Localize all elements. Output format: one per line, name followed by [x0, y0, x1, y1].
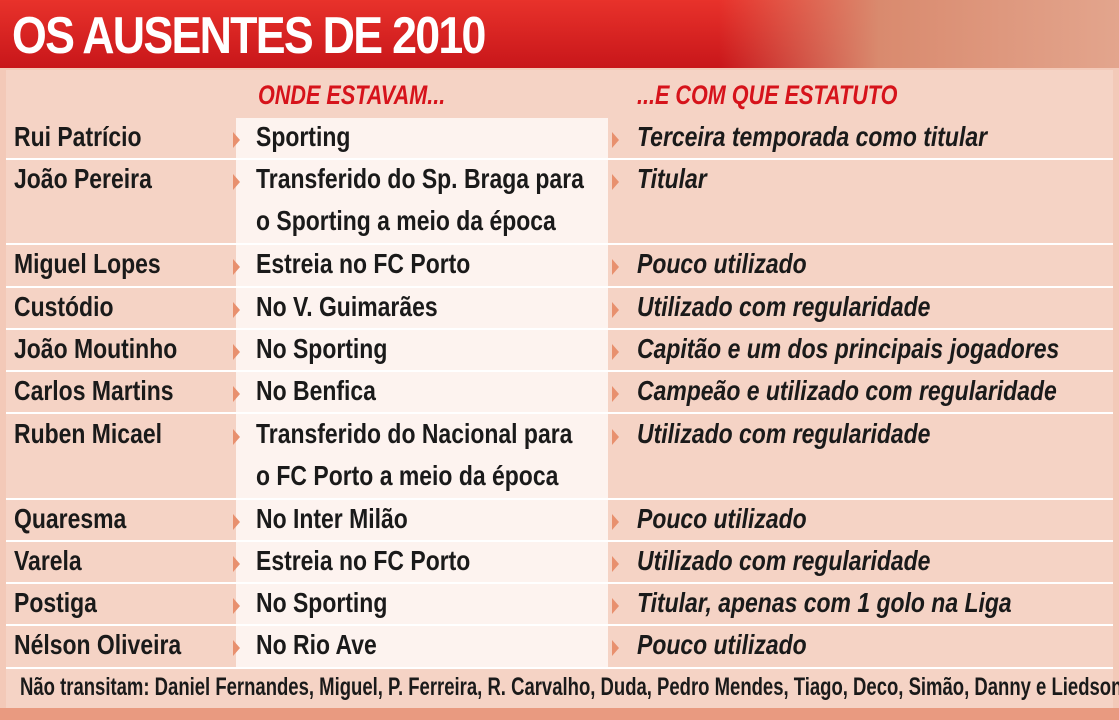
- table-row: Postiga No Sporting Titular, apenas com 1 …: [6, 584, 1113, 627]
- player-name: Nélson Oliveira: [14, 629, 182, 661]
- club: Estreia no FC Porto: [256, 248, 471, 280]
- club: No Benfica: [256, 375, 376, 407]
- player-name: João Pereira: [14, 163, 152, 195]
- arrow-icon: [612, 513, 619, 530]
- arrow-icon: [233, 343, 240, 360]
- status: Utilizado com regularidade: [637, 544, 931, 576]
- status: Capitão e um dos principais jogadores: [637, 332, 1060, 364]
- table-row: Miguel Lopes Estreia no FC Porto Pouco uti…: [6, 245, 1113, 288]
- table-row: Ruben Micael Transferido do Nacional para…: [6, 415, 1113, 500]
- player-name: Custódio: [14, 290, 114, 322]
- club: No Sporting: [256, 332, 388, 364]
- arrow-icon: [612, 386, 619, 403]
- status: Pouco utilizado: [637, 629, 807, 661]
- club: Transferido do Sp. Braga para: [256, 163, 584, 195]
- club: Estreia no FC Porto: [256, 544, 471, 576]
- table-row: Rui Patrício Sporting Terceira temporada c…: [6, 118, 1113, 161]
- arrow-icon: [233, 513, 240, 530]
- arrow-icon: [233, 301, 240, 318]
- status: Pouco utilizado: [637, 502, 807, 534]
- table-row: Quaresma No Inter Milão Pouco utilizado: [6, 500, 1113, 542]
- player-name: Carlos Martins: [14, 375, 174, 407]
- club: Sporting: [256, 121, 351, 152]
- player-name: Varela: [14, 544, 82, 576]
- arrow-icon: [612, 259, 619, 276]
- status: Titular, apenas com 1 golo na Liga: [637, 587, 1012, 619]
- arrow-icon: [233, 598, 240, 615]
- arrow-icon: [233, 386, 240, 403]
- column-header-club: ONDE ESTAVAM...: [258, 80, 446, 110]
- arrow-icon: [233, 132, 240, 148]
- arrow-icon: [612, 598, 619, 615]
- club-column-background: [236, 118, 608, 667]
- player-name: Postiga: [14, 587, 97, 619]
- arrow-icon: [233, 174, 240, 191]
- title-banner: OS AUSENTES DE 2010: [0, 0, 1119, 68]
- club: Transferido do Nacional para: [256, 417, 573, 449]
- table-row: Nélson Oliveira No Rio Ave Pouco utilizado: [6, 626, 1113, 669]
- player-name: Miguel Lopes: [14, 248, 161, 280]
- status: Pouco utilizado: [637, 248, 807, 280]
- column-header-status: ...E COM QUE ESTATUTO: [637, 80, 898, 110]
- table-row: João Pereira Transferido do Sp. Braga par…: [6, 160, 1113, 246]
- player-name: João Moutinho: [14, 332, 178, 364]
- club: No Rio Ave: [256, 629, 377, 661]
- footer-note: Não transitam: Daniel Fernandes, Miguel,…: [20, 673, 1119, 701]
- table-row: Custódio No V. Guimarães Utilizado com reg…: [6, 288, 1113, 330]
- arrow-icon: [612, 132, 619, 148]
- arrow-icon: [612, 428, 619, 445]
- club: No Inter Milão: [256, 502, 408, 534]
- arrow-icon: [233, 555, 240, 572]
- arrow-icon: [612, 555, 619, 572]
- player-name: Quaresma: [14, 502, 127, 534]
- status: Utilizado com regularidade: [637, 417, 931, 449]
- arrow-icon: [612, 301, 619, 318]
- club: No Sporting: [256, 587, 388, 619]
- bottom-border: [0, 708, 1119, 720]
- table-row: Varela Estreia no FC Porto Utilizado com r…: [6, 542, 1113, 585]
- club-line-2: o FC Porto a meio da época: [256, 459, 559, 491]
- club: No V. Guimarães: [256, 290, 438, 322]
- table-row: João Moutinho No Sporting Capitão e um dos…: [6, 330, 1113, 373]
- page-title: OS AUSENTES DE 2010: [12, 7, 486, 65]
- player-name: Ruben Micael: [14, 417, 162, 449]
- club-line-2: o Sporting a meio da época: [256, 205, 556, 237]
- status: Terceira temporada como titular: [637, 121, 988, 152]
- arrow-icon: [612, 640, 619, 657]
- arrow-icon: [612, 343, 619, 360]
- player-name: Rui Patrício: [14, 121, 142, 152]
- arrow-icon: [233, 428, 240, 445]
- arrow-icon: [233, 259, 240, 276]
- arrow-icon: [612, 174, 619, 191]
- status: Campeão e utilizado com regularidade: [637, 375, 1057, 407]
- coat-of-arms-decoration: [719, 0, 1119, 68]
- arrow-icon: [233, 640, 240, 657]
- status: Titular: [637, 163, 707, 195]
- status: Utilizado com regularidade: [637, 290, 931, 322]
- table-row: Carlos Martins No Benfica Campeão e utiliz…: [6, 372, 1113, 415]
